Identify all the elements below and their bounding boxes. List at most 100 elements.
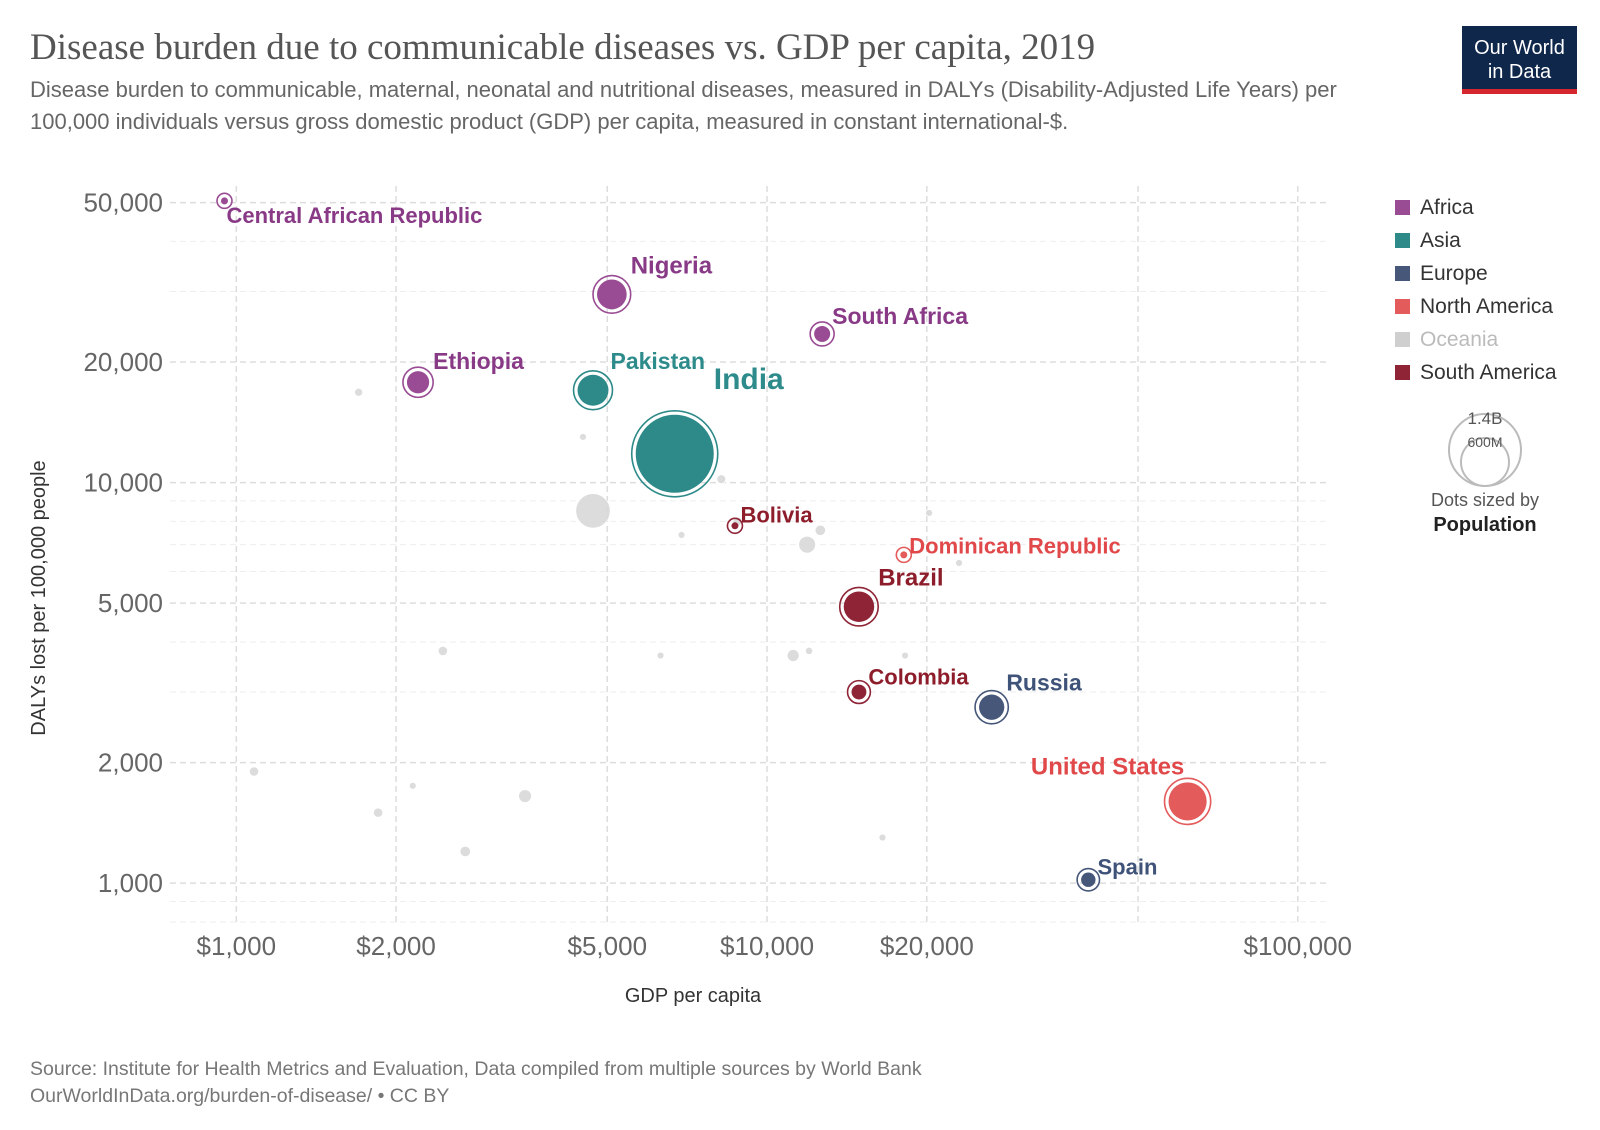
size-legend-small-circle (1460, 437, 1510, 487)
highlight-dot[interactable] (1081, 872, 1096, 887)
country-label: Dominican Republic (909, 533, 1120, 558)
country-dot[interactable] (814, 524, 826, 536)
highlight-dot[interactable] (406, 371, 430, 394)
highlight-dot[interactable] (220, 197, 228, 205)
country-label: South Africa (832, 303, 968, 329)
country-dot[interactable] (955, 559, 963, 567)
legend-item[interactable]: Africa (1420, 196, 1474, 219)
x-axis-label: GDP per capita (625, 985, 762, 1007)
legend-item[interactable]: North America (1420, 295, 1553, 318)
country-dot[interactable] (459, 845, 471, 858)
y-axis-label: DALYs lost per 100,000 people (28, 460, 50, 735)
country-label: India (714, 363, 784, 396)
y-tick-label: 5,000 (98, 588, 163, 618)
highlight-dot[interactable] (814, 325, 831, 342)
legend-swatch (1395, 233, 1410, 248)
highlight-ring (838, 586, 880, 627)
country-label: Central African Republic (226, 203, 482, 228)
legend-swatch (1395, 200, 1410, 215)
background-dots (248, 298, 963, 858)
legend-swatch (1395, 365, 1410, 380)
legend-swatch (1395, 266, 1410, 281)
legend-swatch (1395, 332, 1410, 347)
region-legend: Africa Asia Europe North America Oceania Sout… (1395, 196, 1557, 384)
highlight-dot[interactable] (900, 551, 908, 559)
size-legend-small-label: 600M (1467, 434, 1502, 450)
legend-item[interactable]: South America (1420, 361, 1557, 384)
y-tick-label: 2,000 (98, 748, 163, 778)
x-tick-label: $10,000 (720, 931, 814, 961)
country-dot[interactable] (925, 509, 934, 517)
highlight-ring (630, 409, 719, 498)
highlight-ring (572, 370, 614, 411)
gridlines (170, 186, 1330, 923)
x-tick-label: $5,000 (568, 931, 648, 961)
country-label: Russia (1006, 670, 1082, 696)
highlight-dot[interactable] (596, 279, 627, 310)
y-tick-label: 50,000 (83, 188, 163, 218)
country-label: Ethiopia (433, 348, 524, 374)
country-dot[interactable] (798, 535, 817, 554)
country-dot[interactable] (408, 781, 417, 790)
source-note: Source: Institute for Health Metrics and… (30, 1058, 922, 1080)
highlight-ring (402, 366, 434, 399)
highlight-dot[interactable] (1168, 782, 1207, 821)
size-legend-population: Population (1433, 514, 1536, 536)
y-tick-label: 1,000 (98, 868, 163, 898)
legend-swatch (1395, 299, 1410, 314)
country-label: Nigeria (631, 253, 713, 280)
size-legend: 1.4B 600M Dots sized by Population (1431, 409, 1539, 536)
country-dot[interactable] (373, 807, 384, 818)
x-tick-label: $2,000 (356, 931, 436, 961)
highlight-ring (1076, 867, 1101, 892)
country-label: Spain (1098, 855, 1158, 880)
country-dot[interactable] (878, 833, 887, 842)
highlight-dot[interactable] (979, 694, 1005, 720)
highlight-ring (974, 689, 1010, 725)
highlight-ring (846, 679, 872, 705)
highlight-ring (895, 546, 913, 564)
highlight-dot[interactable] (635, 414, 714, 493)
source-url[interactable]: OurWorldInData.org/burden-of-disease/ • … (30, 1085, 450, 1107)
country-dot[interactable] (248, 766, 260, 777)
country-dot[interactable] (677, 531, 686, 539)
size-legend-big-label: 1.4B (1468, 409, 1503, 428)
highlight-dot[interactable] (851, 684, 867, 700)
country-dot[interactable] (786, 649, 800, 662)
highlight-dot[interactable] (731, 522, 739, 530)
highlighted-labels: Central African Republic Nigeria South Afr… (226, 203, 1184, 880)
chart-footer: Source: Institute for Health Metrics and… (30, 1056, 922, 1110)
highlight-dot[interactable] (843, 591, 875, 622)
highlight-ring (592, 274, 632, 315)
country-dot[interactable] (575, 493, 611, 529)
country-dot[interactable] (805, 646, 814, 655)
country-dot[interactable] (354, 387, 364, 397)
country-label: Pakistan (610, 348, 705, 374)
country-label: Colombia (868, 665, 969, 690)
country-dot[interactable] (901, 651, 909, 660)
highlight-dot[interactable] (577, 374, 609, 406)
y-tick-label: 20,000 (83, 347, 163, 377)
owid-logo[interactable]: Our World in Data (1462, 26, 1577, 94)
logo-line-1: Our World (1474, 37, 1565, 59)
size-legend-note: Dots sized by (1431, 490, 1539, 510)
country-dot[interactable] (716, 474, 727, 484)
logo-line-2: in Data (1487, 61, 1552, 83)
country-dot[interactable] (437, 645, 448, 657)
highlight-ring (1163, 777, 1212, 826)
country-dot[interactable] (579, 433, 587, 441)
highlighted-dots (216, 192, 1212, 892)
country-dot[interactable] (518, 789, 532, 803)
scatter-chart: 1,000 2,000 5,000 10,000 20,000 50,000 $1,000… (28, 186, 1557, 1007)
highlight-ring (216, 192, 233, 210)
country-dot[interactable] (656, 651, 665, 660)
legend-item[interactable]: Asia (1420, 229, 1461, 252)
x-tick-label: $20,000 (880, 931, 974, 961)
legend-item[interactable]: Europe (1420, 262, 1488, 285)
country-label: United States (1031, 753, 1184, 780)
x-axis-ticks: $1,000 $2,000 $5,000 $10,000 $20,000 $100,000 (197, 931, 1352, 961)
x-tick-label: $100,000 (1244, 931, 1352, 961)
y-axis-ticks: 1,000 2,000 5,000 10,000 20,000 50,000 (83, 188, 163, 899)
legend-item[interactable]: Oceania (1420, 328, 1499, 351)
chart-subtitle: Disease burden to communicable, maternal… (30, 77, 1337, 134)
